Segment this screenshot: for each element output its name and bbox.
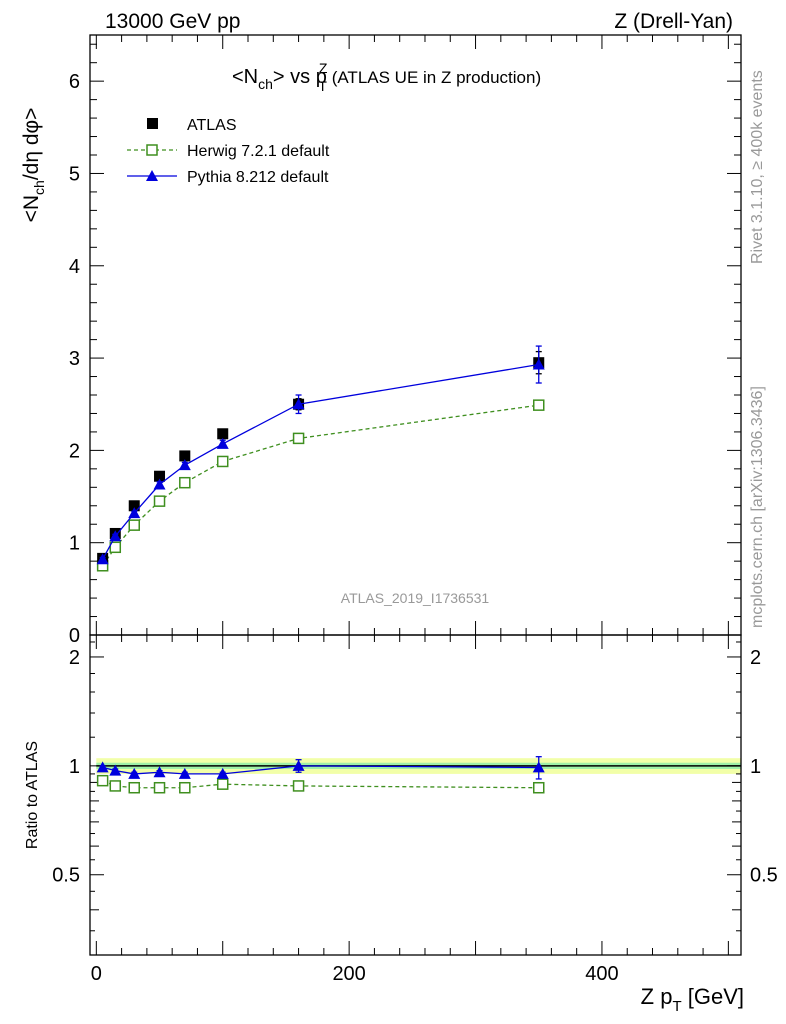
ratio-pythia-point	[216, 767, 229, 779]
ratio-x-tick-labels: 0 200 400	[91, 963, 619, 985]
main-y-tick-label: 1	[69, 533, 80, 555]
pythia-point	[109, 530, 122, 542]
ratio-herwig-point	[216, 778, 229, 790]
ratio-x-tick-label: 200	[332, 963, 365, 985]
main-y-tick-labels: 0 1 2 3 4 5 6	[69, 71, 80, 647]
herwig-point	[216, 455, 229, 468]
mcplots-label: mcplots.cern.ch [arXiv:1306.3436]	[749, 386, 766, 628]
ratio-herwig-point	[153, 781, 166, 794]
ratio-pythia-point	[96, 761, 109, 773]
herwig-point	[179, 476, 191, 489]
ratio-herwig-point	[532, 781, 545, 794]
pythia-point	[96, 553, 109, 565]
legend-entry-herwig: Herwig 7.2.1 default	[127, 143, 330, 160]
atlas-point	[217, 428, 229, 440]
main-y-label: <Nch/dη dφ>	[20, 108, 47, 223]
legend-herwig-label: Herwig 7.2.1 default	[187, 143, 330, 160]
ratio-pythia-point	[292, 759, 305, 771]
ratio-x-ticks	[95, 635, 729, 955]
main-series-layer	[96, 345, 545, 572]
ratio-y-tick-label: 0.5	[52, 865, 80, 887]
ratio-y-tick-label: 2	[69, 647, 80, 669]
ratio-herwig-line	[102, 780, 539, 789]
ratio-y-tick-label: 2	[750, 647, 761, 669]
main-y-tick-label: 6	[69, 71, 80, 93]
herwig-point	[128, 519, 140, 531]
legend-herwig-marker	[146, 144, 158, 156]
ratio-herwig-point	[96, 774, 109, 787]
pythia-point	[216, 437, 229, 449]
ratio-y-tick-labels: 0.5 0.5 1 1 2 2	[52, 647, 778, 887]
legend-atlas-marker	[147, 118, 158, 129]
atlas-point	[179, 450, 191, 462]
main-y-tick-label: 5	[69, 163, 80, 185]
ratio-series-layer	[96, 756, 545, 794]
main-y-tick-label: 4	[69, 256, 80, 278]
herwig-point	[109, 541, 122, 554]
main-y-ticks	[90, 43, 741, 636]
ratio-pythia-point	[532, 761, 545, 773]
pythia-point	[128, 507, 141, 519]
main-y-tick-label: 3	[69, 348, 80, 370]
legend-atlas-label: ATLAS	[187, 117, 237, 134]
x-axis-label: Z pT [GeV]	[641, 984, 744, 1015]
ratio-pythia-point	[178, 767, 191, 779]
pythia-line	[102, 363, 539, 560]
rivet-label: Rivet 3.1.10, ≥ 400k events	[749, 70, 766, 264]
ratio-herwig-point	[179, 781, 191, 794]
pythia-point	[153, 478, 166, 490]
chart-title: <Nch> vs pZ T (ATLAS UE in Z production)	[232, 60, 541, 94]
main-y-tick-label: 2	[69, 440, 80, 462]
legend-entry-pythia: Pythia 8.212 default	[127, 169, 329, 186]
ratio-y-label: Ratio to ATLAS	[24, 741, 41, 849]
main-y-tick-label: 0	[69, 625, 80, 647]
ratio-frame	[89, 634, 742, 956]
herwig-point	[292, 432, 305, 445]
ratio-herwig-point	[128, 781, 140, 794]
ratio-pythia-point	[109, 764, 122, 776]
ratio-y-ticks	[90, 641, 741, 956]
ratio-herwig-point	[292, 780, 305, 792]
ratio-y-tick-label: 1	[750, 756, 761, 778]
energy-label: 13000 GeV pp	[105, 10, 240, 33]
atlas-point	[128, 500, 140, 512]
legend-pythia-marker	[146, 170, 158, 181]
ratio-panel: 0.5 0.5 1 1 2 2 0 200 400 Ratio to ATLAS	[24, 634, 778, 985]
main-panel: 0 1 2 3 4 5 6 <Nch> vs pZ T (ATLAS UE in Z prod…	[20, 34, 742, 647]
ratio-pythia-point	[128, 767, 141, 779]
ratio-x-tick-label: 0	[91, 963, 102, 985]
ratio-pythia-point	[153, 766, 166, 778]
ratio-y-tick-label: 0.5	[750, 865, 778, 887]
main-x-ticks	[95, 35, 729, 635]
herwig-point	[532, 399, 545, 411]
pythia-point	[178, 459, 191, 471]
legend-entry-atlas: ATLAS	[147, 117, 237, 134]
analysis-watermark: ATLAS_2019_I1736531	[341, 590, 490, 606]
ratio-x-tick-label: 400	[585, 963, 618, 985]
herwig-line	[102, 404, 539, 567]
legend: ATLAS Herwig 7.2.1 default Pythia 8.212 …	[127, 117, 330, 186]
process-label: Z (Drell-Yan)	[614, 10, 733, 33]
herwig-point	[153, 495, 166, 507]
atlas-point	[154, 470, 166, 482]
legend-pythia-label: Pythia 8.212 default	[187, 169, 329, 186]
pythia-point	[532, 358, 545, 370]
pythia-point	[292, 398, 305, 410]
ratio-y-tick-label: 1	[69, 756, 80, 778]
ratio-herwig-point	[109, 780, 122, 792]
